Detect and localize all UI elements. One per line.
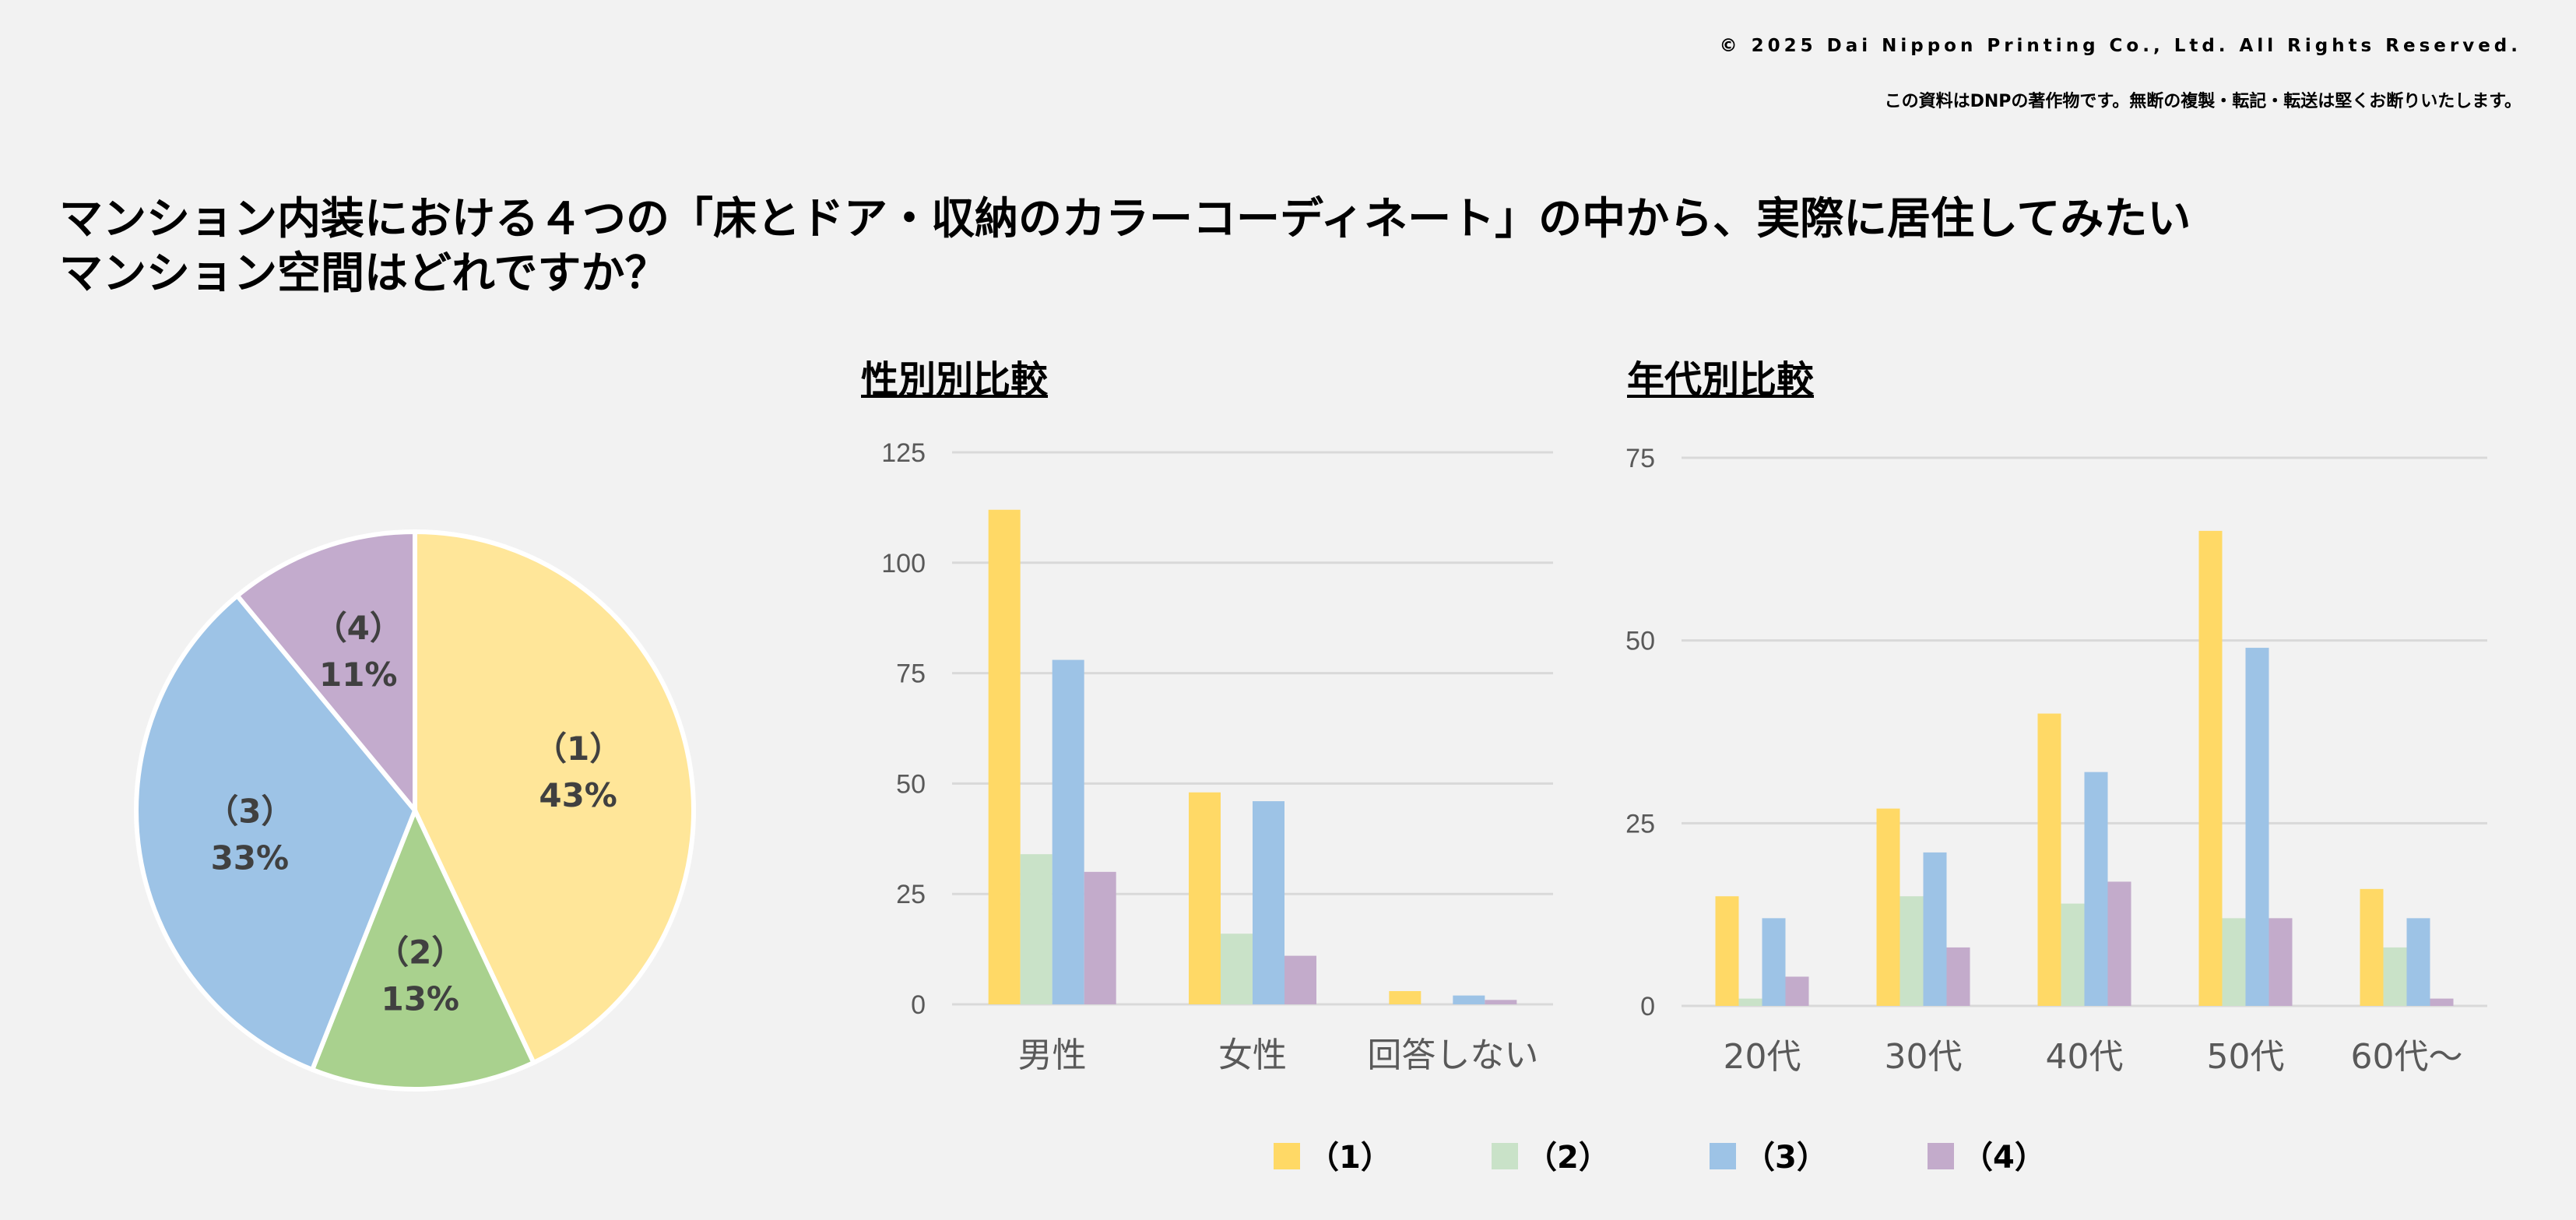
age-bar [2198, 530, 2223, 1006]
pie-category-label: （3） [206, 793, 293, 831]
gender-bar [988, 509, 1021, 1004]
gender-bar [1485, 1000, 1517, 1004]
gender-bar [1389, 990, 1422, 1004]
pie-slice-1 [413, 529, 697, 1066]
pie-slice-4 [234, 529, 417, 817]
pie-category-label: （1） [534, 730, 622, 768]
age-bar [1715, 896, 1739, 1006]
age-bar [1785, 976, 1809, 1006]
age-bar [1762, 918, 1786, 1006]
age-bar [2383, 947, 2407, 1006]
gender-chart-title: 性別別比較 [861, 358, 1049, 402]
gender-bar [1020, 854, 1053, 1004]
age-ytick-label: 75 [1625, 444, 1655, 473]
age-ytick-label: 25 [1625, 809, 1655, 839]
pie-percent-label: 11% [319, 656, 398, 694]
age-bar [2061, 903, 2085, 1006]
legend-label: （4） [1962, 1140, 2046, 1176]
pie-category-label: （4） [315, 609, 402, 647]
gender-bar [1052, 659, 1084, 1004]
pie-slice-2 [309, 804, 537, 1092]
gender-ytick-label: 100 [881, 549, 926, 578]
age-bar [2222, 918, 2246, 1006]
legend-label: （2） [1526, 1140, 1610, 1176]
gender-category-label: 男性 [1018, 1035, 1087, 1075]
age-category-label: 60代～ [2351, 1037, 2463, 1077]
age-category-label: 30代 [1885, 1037, 1963, 1077]
age-bar [2037, 713, 2061, 1006]
legend-label: （3） [1744, 1140, 1828, 1176]
gender-ytick-label: 0 [911, 990, 926, 1020]
gender-category-label: 女性 [1218, 1035, 1287, 1075]
age-category-label: 20代 [1724, 1037, 1801, 1077]
age-bar [2268, 918, 2293, 1006]
legend-swatch-3 [1710, 1143, 1736, 1169]
pie-percent-label: 13% [381, 980, 459, 1018]
age-bar [2430, 998, 2454, 1006]
gender-bar [1253, 801, 1284, 1004]
legend-swatch-4 [1928, 1143, 1954, 1169]
gender-ytick-label: 125 [881, 438, 926, 468]
copyright-text: © 2025 Dai Nippon Printing Co., Ltd. All… [1719, 36, 2522, 56]
pie-category-label: （2） [376, 933, 464, 972]
age-category-label: 50代 [2207, 1037, 2285, 1077]
age-category-label: 40代 [2046, 1037, 2124, 1077]
copyright-notice: この資料はDNPの著作物です。無断の複製・転記・転送は堅くお断りいたします。 [1884, 92, 2522, 111]
gender-ytick-label: 25 [896, 880, 926, 909]
age-chart-title: 年代別比較 [1627, 358, 1815, 402]
pie-percent-label: 33% [211, 839, 290, 877]
age-bar [1738, 998, 1762, 1006]
gender-bar [1453, 995, 1485, 1004]
gender-bar [1084, 871, 1116, 1004]
age-bar [2245, 648, 2269, 1006]
gender-bar [1221, 933, 1253, 1004]
legend-label: （1） [1308, 1140, 1392, 1176]
gender-ytick-label: 75 [896, 659, 926, 689]
gender-category-label: 回答しない [1367, 1035, 1538, 1075]
age-bar [1946, 947, 1970, 1006]
page-title-line1: マンション内装における４つの「床とドア・収納のカラーコーディネート」の中から、実… [59, 194, 2191, 244]
age-bar [1923, 852, 1947, 1006]
age-bar [1876, 808, 1900, 1006]
pie-slice-3 [134, 592, 418, 1073]
legend-swatch-1 [1274, 1143, 1300, 1169]
legend-swatch-2 [1492, 1143, 1518, 1169]
age-ytick-label: 0 [1640, 992, 1655, 1021]
page-title-line2: マンション空間はどれですか？ [59, 248, 669, 299]
age-bar [2406, 918, 2430, 1006]
gender-bar [1189, 792, 1221, 1004]
age-bar [2360, 888, 2384, 1006]
pie-percent-label: 43% [539, 776, 617, 814]
gender-bar [1284, 955, 1316, 1004]
age-bar [2084, 772, 2108, 1006]
age-ytick-label: 50 [1625, 627, 1655, 656]
age-bar [2107, 881, 2131, 1006]
gender-ytick-label: 50 [896, 769, 926, 799]
age-bar [1899, 896, 1924, 1006]
